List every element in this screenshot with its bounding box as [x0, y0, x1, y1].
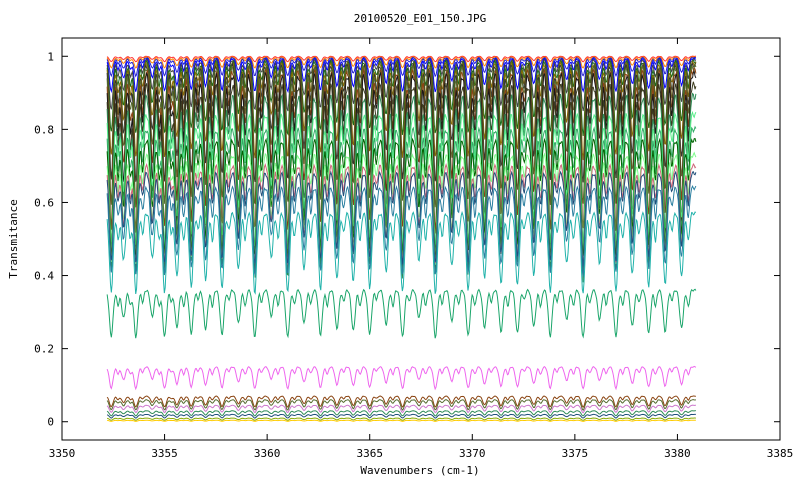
series-line	[106, 184, 697, 277]
y-tick-label: 0.2	[34, 343, 54, 356]
series-line	[106, 417, 696, 421]
y-tick-label: 0	[47, 416, 54, 429]
x-tick-label: 3360	[254, 447, 281, 460]
x-tick-label: 3385	[767, 447, 794, 460]
series-line	[106, 288, 697, 339]
y-axis-label: Transmitance	[7, 199, 20, 278]
series-line	[106, 404, 696, 414]
y-axis-ticks: 0 0.2 0.4 0.6 0.8 1	[34, 50, 780, 429]
series-line	[106, 59, 697, 136]
x-tick-label: 3375	[562, 447, 589, 460]
series-line	[106, 395, 696, 408]
series-layer	[106, 55, 697, 422]
x-tick-label: 3370	[459, 447, 486, 460]
series-line	[106, 57, 697, 94]
chart-title: 20100520_E01_150.JPG	[354, 12, 486, 25]
x-tick-label: 3355	[151, 447, 178, 460]
x-tick-label: 3350	[49, 447, 76, 460]
y-tick-label: 0.4	[34, 270, 54, 283]
series-line	[106, 56, 696, 69]
series-line	[106, 399, 697, 412]
x-axis-ticks: 3350 3355 3360 3365 3370 3375 3380 3385	[49, 38, 794, 460]
series-line	[106, 58, 696, 112]
x-tick-label: 3380	[664, 447, 691, 460]
series-line	[107, 419, 696, 422]
x-tick-label: 3365	[356, 447, 383, 460]
y-tick-label: 1	[47, 50, 54, 63]
x-axis-label: Wavenumbers (cm-1)	[360, 464, 479, 477]
series-line	[106, 210, 697, 295]
series-line	[106, 413, 696, 419]
series-line	[106, 365, 697, 391]
y-tick-label: 0.8	[34, 123, 54, 136]
series-line	[106, 56, 697, 78]
series-line	[106, 55, 696, 63]
plot-frame	[61, 37, 781, 441]
series-line	[106, 410, 696, 417]
y-tick-label: 0.6	[34, 196, 54, 209]
